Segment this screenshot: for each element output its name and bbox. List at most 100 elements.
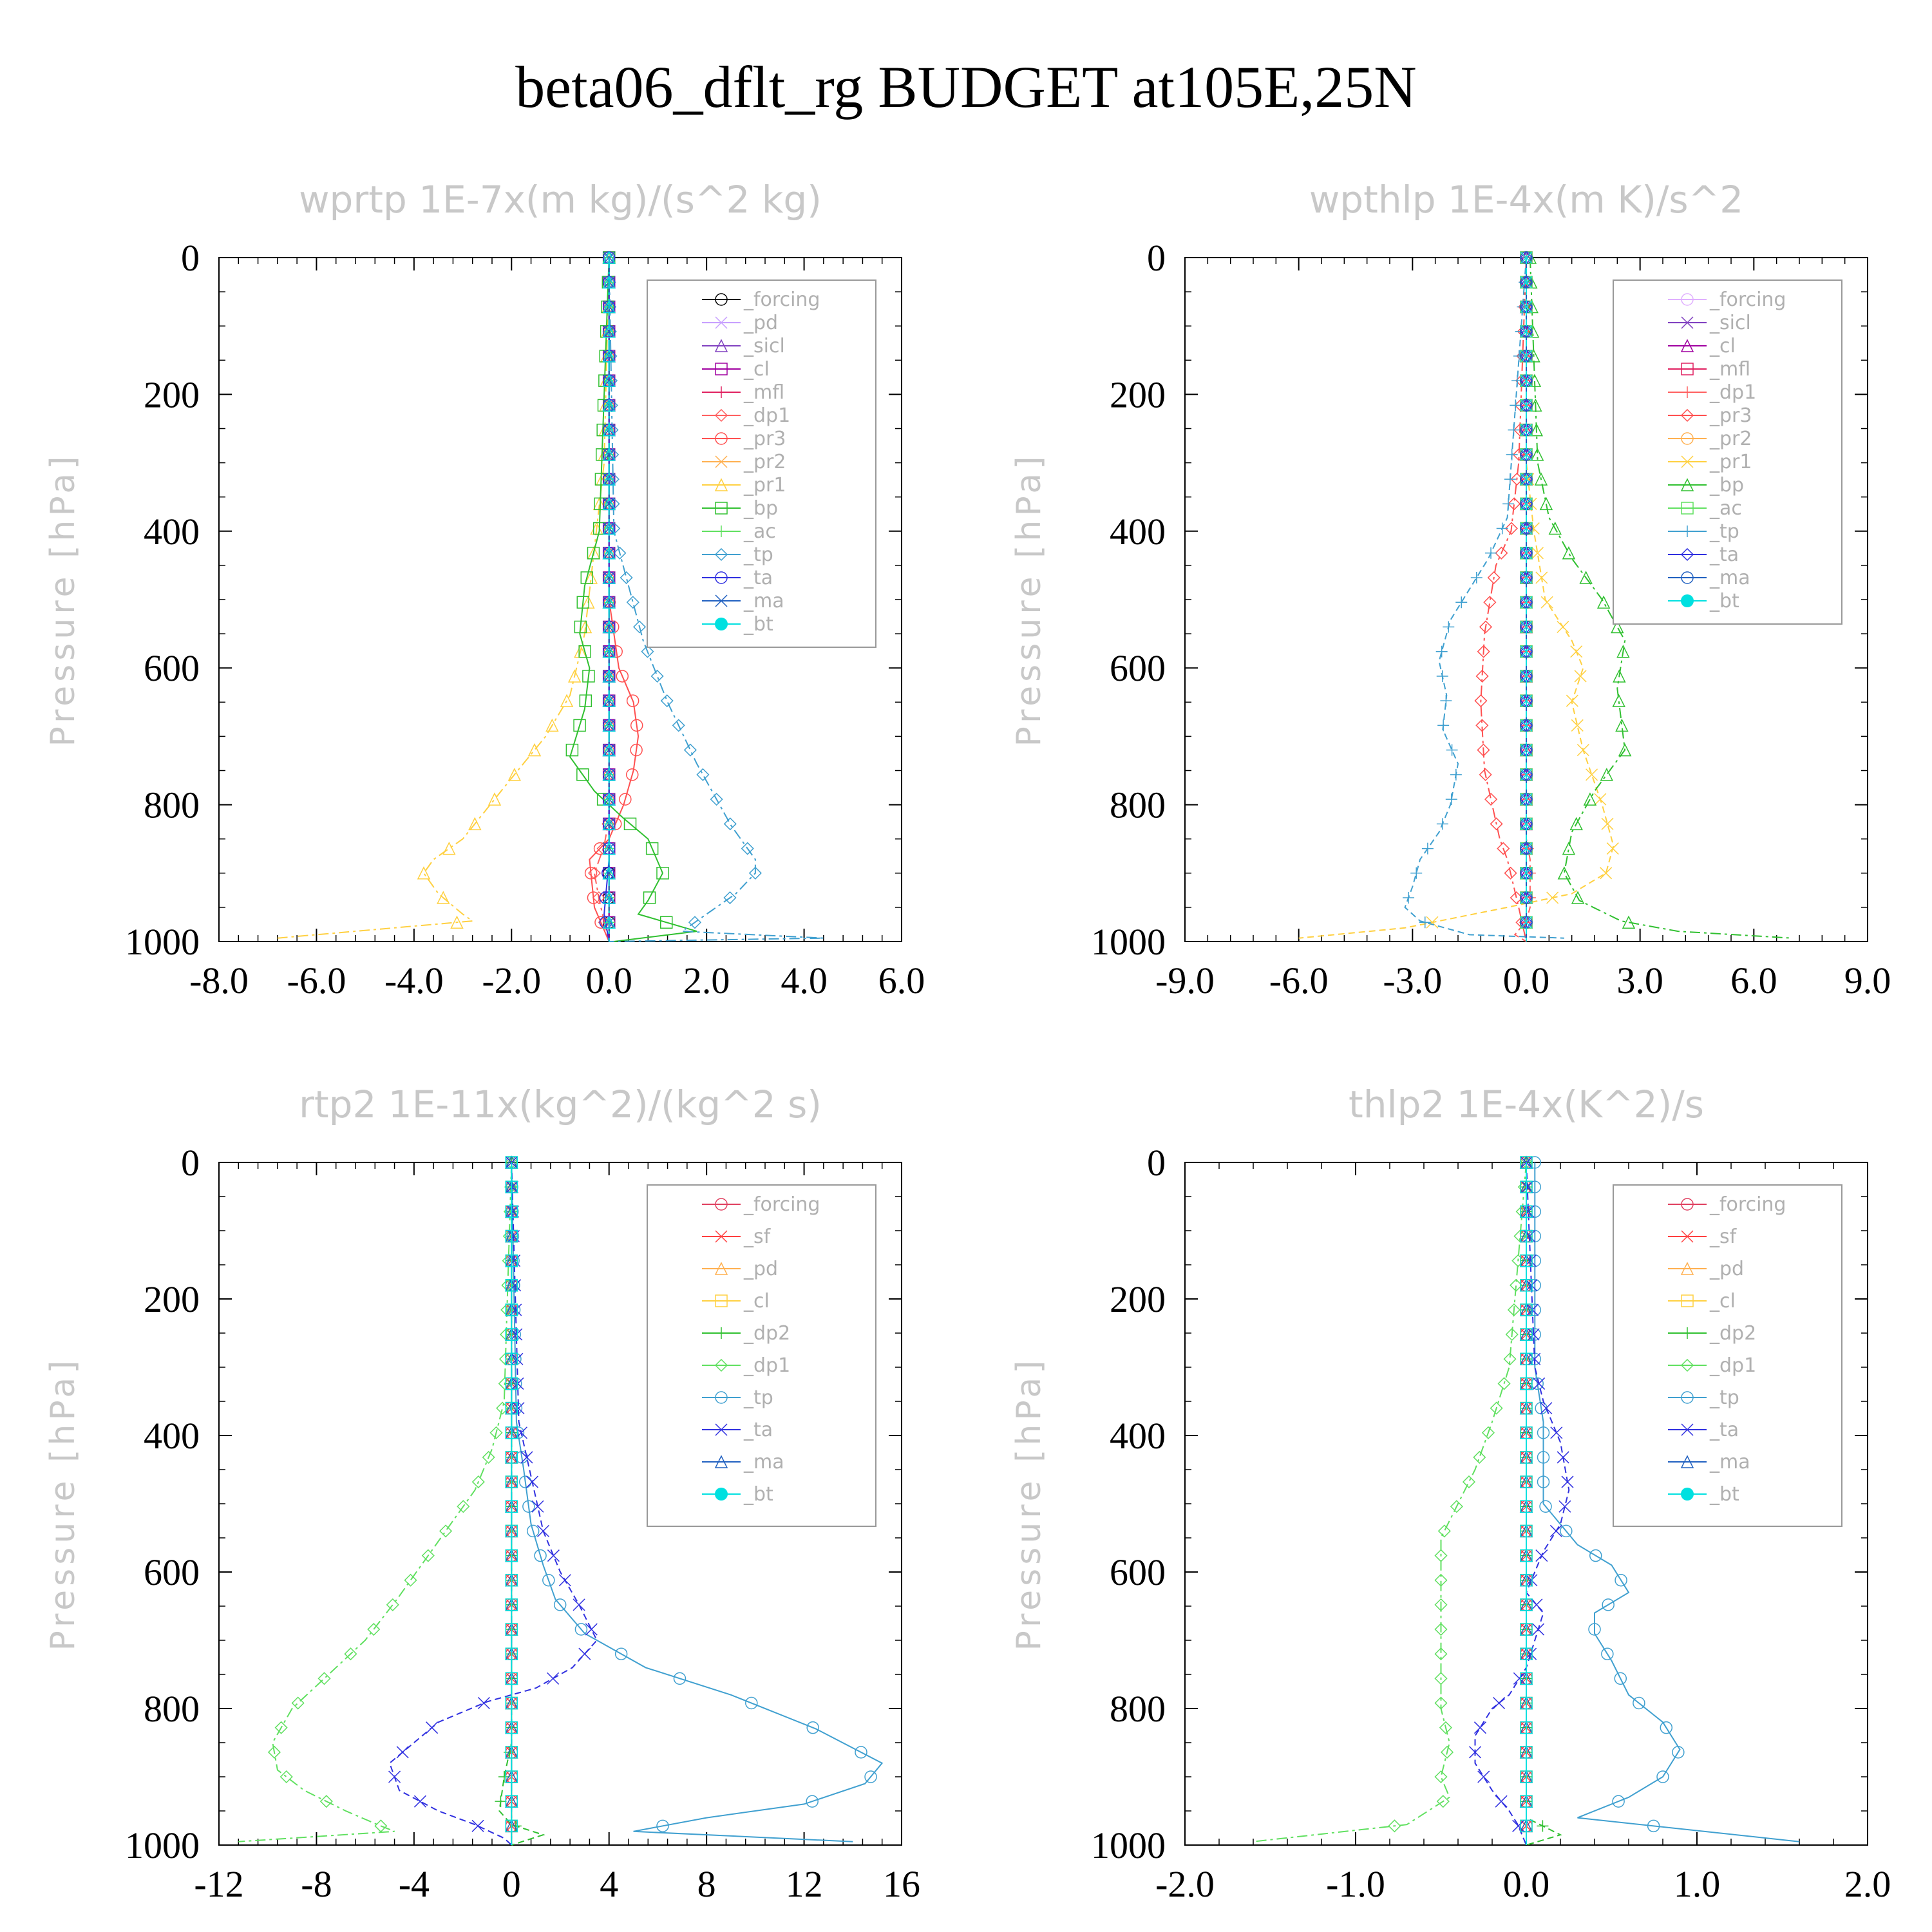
legend-item: _dp2 [702, 1322, 790, 1345]
y-tick-label: 400 [144, 511, 200, 553]
y-tick-label: 400 [144, 1415, 200, 1457]
panel-title: thlp2 1E-4x(K^2)/s [1349, 1083, 1704, 1126]
legend-box [647, 1184, 876, 1527]
legend-label: _ta [743, 1419, 773, 1441]
legend-label: _sicl [1709, 312, 1751, 334]
x-tick-label: -4 [399, 1863, 430, 1905]
series-bt [1520, 251, 1533, 942]
series-bt [602, 251, 616, 942]
series-pr1 [1298, 251, 1619, 939]
x-tick-label: 12 [786, 1863, 823, 1905]
y-axis-label: Pressure [hPa] [44, 453, 82, 747]
x-tick-label: -9.0 [1155, 960, 1215, 1001]
series-ta [388, 1156, 598, 1846]
legend-item: _sf [702, 1226, 772, 1248]
x-tick-label: 16 [883, 1863, 920, 1905]
legend-label: _bp [743, 497, 778, 520]
legend-label: _bt [1709, 590, 1739, 612]
series-line [608, 257, 824, 942]
legend-label: _forcing [1709, 289, 1786, 311]
y-tick-label: 1000 [125, 921, 200, 963]
series-line [569, 257, 697, 942]
x-tick-label: 4.0 [781, 960, 828, 1001]
legend-label: _mfl [1709, 358, 1750, 381]
page-title: beta06_dflt_rg BUDGET at105E,25N [515, 54, 1417, 120]
x-tick-label: 6.0 [1730, 960, 1777, 1001]
legend-label: _bp [1709, 474, 1744, 497]
series-line [1529, 257, 1792, 939]
series-bt [1520, 1156, 1533, 1845]
series-bt [505, 1156, 518, 1845]
legend-label: _pr2 [1709, 428, 1752, 450]
y-tick-label: 400 [1110, 1415, 1166, 1457]
x-tick-label: 6.0 [878, 960, 925, 1001]
legend-label: _bt [743, 1483, 773, 1506]
x-tick-label: -6.0 [287, 960, 346, 1001]
y-tick-label: 200 [1110, 1278, 1166, 1320]
y-tick-label: 0 [1147, 1142, 1166, 1184]
series-pr1 [277, 251, 616, 939]
x-tick-label: 0.0 [585, 960, 632, 1001]
y-axis-label: Pressure [hPa] [44, 1357, 82, 1651]
legend-label: _pd [743, 1258, 778, 1280]
x-tick-label: -12 [194, 1863, 243, 1905]
y-tick-label: 0 [1147, 237, 1166, 279]
legend-item: _sf [1668, 1226, 1738, 1248]
y-tick-label: 600 [1110, 647, 1166, 689]
series-dp1 [1253, 1155, 1533, 1842]
legend-label: _dp1 [1709, 1354, 1756, 1377]
legend-label: _ma [1709, 1451, 1750, 1473]
legend-box [647, 279, 876, 648]
series-tp [1528, 1156, 1800, 1842]
legend-label: _tp [743, 1387, 773, 1409]
x-tick-label: 0 [502, 1863, 521, 1905]
series-dp1 [238, 1155, 518, 1842]
x-tick-label: -1.0 [1326, 1863, 1385, 1905]
legend-label: _pr3 [1709, 404, 1752, 427]
legend-item: _bp [702, 497, 778, 520]
legend-label: _forcing [1709, 1193, 1786, 1216]
legend-item: _pd [1668, 1258, 1744, 1280]
legend-label: _dp2 [1709, 1322, 1756, 1345]
legend-item: _pd [702, 1258, 778, 1280]
series-line [1404, 257, 1564, 939]
legend-label: _sicl [743, 335, 785, 357]
legend-item: _ta [1668, 544, 1739, 566]
legend-item: _mfl [1668, 358, 1750, 381]
series-line [1474, 1162, 1570, 1846]
legend-label: _dp1 [1709, 381, 1756, 404]
legend-label: _pd [1709, 1258, 1744, 1280]
y-tick-label: 800 [144, 1688, 200, 1730]
legend-label: _ta [743, 567, 773, 589]
x-tick-label: 2.0 [683, 960, 730, 1001]
legend-item: _pr1 [1668, 451, 1752, 473]
legend-label: _tp [1709, 520, 1739, 543]
legend-item: _bp [1668, 474, 1744, 497]
legend-item: _ma [1668, 1451, 1750, 1473]
legend-label: _sf [743, 1226, 772, 1248]
legend-label: _tp [1709, 1387, 1739, 1409]
series-line [388, 1162, 598, 1846]
legend-item: _bt [702, 1483, 773, 1506]
legend-item: _dp1 [702, 404, 790, 427]
series-line [1480, 257, 1527, 942]
y-tick-label: 600 [144, 1551, 200, 1593]
x-tick-label: -8 [301, 1863, 332, 1905]
y-tick-label: 1000 [1091, 921, 1166, 963]
x-tick-label: 1.0 [1674, 1863, 1721, 1905]
legend-label: _sf [1709, 1226, 1738, 1248]
legend-label: _cl [743, 1290, 770, 1312]
legend-item: _ta [702, 1419, 773, 1441]
legend-item: _ac [702, 520, 776, 543]
legend-item: _bt [1668, 1483, 1739, 1506]
y-tick-label: 800 [1110, 784, 1166, 826]
legend: _forcing _sf _pd _cl _dp2 _dp1 _tp _ta _ma _bt [647, 1184, 876, 1527]
legend-item: _pr2 [702, 451, 786, 473]
legend-item: _ta [1668, 1419, 1739, 1441]
x-tick-label: 9.0 [1844, 960, 1891, 1001]
legend-item: _forcing [702, 289, 820, 311]
x-tick-label: -6.0 [1269, 960, 1329, 1001]
x-tick-label: -4.0 [384, 960, 444, 1001]
x-tick-label: 0.0 [1503, 1863, 1550, 1905]
